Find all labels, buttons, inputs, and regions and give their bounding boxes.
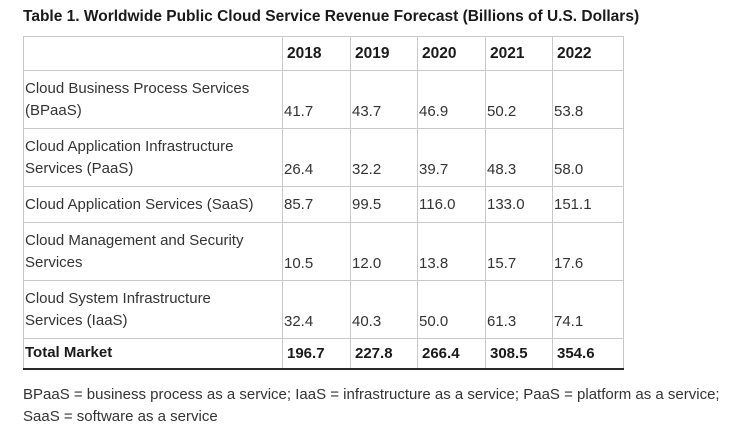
total-label: Total Market xyxy=(23,338,283,370)
value-cell: 116.0 xyxy=(417,186,486,223)
value-cell: 39.7 xyxy=(417,128,486,187)
value-cell: 85.7 xyxy=(282,186,351,223)
revenue-forecast-table: 2018 2019 2020 2021 2022 Cloud Business … xyxy=(23,36,624,370)
value-cell: 133.0 xyxy=(485,186,553,223)
year-header: 2020 xyxy=(417,36,486,71)
value-cell: 10.5 xyxy=(282,222,351,281)
value-cell: 40.3 xyxy=(350,280,418,339)
year-header: 2021 xyxy=(485,36,553,71)
row-label: Cloud Application Services (SaaS) xyxy=(23,186,283,223)
year-header: 2019 xyxy=(350,36,418,71)
value-cell: 15.7 xyxy=(485,222,553,281)
value-cell: 50.2 xyxy=(485,70,553,129)
value-cell: 12.0 xyxy=(350,222,418,281)
total-value-cell: 354.6 xyxy=(552,338,624,370)
table-footnote: BPaaS = business process as a service; I… xyxy=(23,386,720,425)
row-label: Cloud Management and Security Services xyxy=(23,222,283,281)
total-value-cell: 196.7 xyxy=(282,338,351,370)
value-cell: 53.8 xyxy=(552,70,624,129)
value-cell: 32.4 xyxy=(282,280,351,339)
year-header: 2018 xyxy=(282,36,351,71)
value-cell: 43.7 xyxy=(350,70,418,129)
value-cell: 41.7 xyxy=(282,70,351,129)
table-header-row: 2018 2019 2020 2021 2022 xyxy=(23,36,624,71)
row-label: Cloud System Infrastructure Services (Iaa… xyxy=(23,280,283,339)
year-header: 2022 xyxy=(552,36,624,71)
table-row: Cloud Application Services (SaaS) 85.7 9… xyxy=(23,186,624,223)
value-cell: 13.8 xyxy=(417,222,486,281)
table-row: Cloud Management and Security Services 10… xyxy=(23,222,624,281)
value-cell: 74.1 xyxy=(552,280,624,339)
total-value-cell: 308.5 xyxy=(485,338,553,370)
total-value-cell: 266.4 xyxy=(417,338,486,370)
value-cell: 46.9 xyxy=(417,70,486,129)
value-cell: 61.3 xyxy=(485,280,553,339)
value-cell: 50.0 xyxy=(417,280,486,339)
value-cell: 99.5 xyxy=(350,186,418,223)
value-cell: 26.4 xyxy=(282,128,351,187)
row-label: Cloud Application Infrastructure Services… xyxy=(23,128,283,187)
total-value-cell: 227.8 xyxy=(350,338,418,370)
table-row: Cloud System Infrastructure Services (Iaa… xyxy=(23,280,624,339)
table-row: Cloud Application Infrastructure Services… xyxy=(23,128,624,187)
header-empty-cell xyxy=(23,36,283,71)
value-cell: 32.2 xyxy=(350,128,418,187)
table-row: Cloud Business Process Services (BPaaS) 4… xyxy=(23,70,624,129)
value-cell: 17.6 xyxy=(552,222,624,281)
value-cell: 58.0 xyxy=(552,128,624,187)
value-cell: 151.1 xyxy=(552,186,624,223)
table-title: Table 1. Worldwide Public Cloud Service … xyxy=(23,8,640,25)
value-cell: 48.3 xyxy=(485,128,553,187)
row-label: Cloud Business Process Services (BPaaS) xyxy=(23,70,283,129)
total-row: Total Market 196.7 227.8 266.4 308.5 354… xyxy=(23,338,624,370)
